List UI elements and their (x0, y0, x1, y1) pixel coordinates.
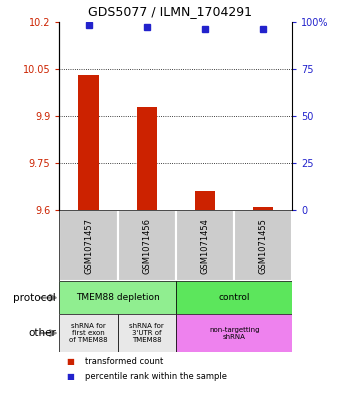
Text: GSM1071457: GSM1071457 (84, 218, 93, 274)
Bar (118, 210, 176, 281)
Text: protocol: protocol (13, 293, 56, 303)
Bar (195, 191, 215, 210)
Text: GDS5077 / ILMN_1704291: GDS5077 / ILMN_1704291 (88, 5, 252, 18)
Text: shRNA for
first exon
of TMEM88: shRNA for first exon of TMEM88 (69, 323, 108, 343)
Text: non-targetting
shRNA: non-targetting shRNA (209, 327, 259, 340)
Bar (59, 314, 118, 352)
Text: GSM1071454: GSM1071454 (201, 218, 209, 274)
Text: GSM1071455: GSM1071455 (259, 218, 268, 274)
Text: ■: ■ (66, 372, 74, 381)
Bar (176, 210, 234, 281)
Bar (59, 281, 176, 314)
Text: GSM1071456: GSM1071456 (142, 218, 151, 274)
Bar (59, 210, 118, 281)
Text: percentile rank within the sample: percentile rank within the sample (85, 372, 227, 381)
Text: shRNA for
3'UTR of
TMEM88: shRNA for 3'UTR of TMEM88 (130, 323, 164, 343)
Bar (253, 207, 273, 210)
Text: ■: ■ (66, 357, 74, 366)
Bar (176, 314, 292, 352)
Text: control: control (218, 293, 250, 302)
Bar (137, 107, 157, 210)
Bar (118, 314, 176, 352)
Text: TMEM88 depletion: TMEM88 depletion (76, 293, 159, 302)
Text: transformed count: transformed count (85, 357, 163, 366)
Text: other: other (28, 328, 56, 338)
Bar (176, 281, 292, 314)
Bar (79, 75, 99, 210)
Bar (234, 210, 292, 281)
